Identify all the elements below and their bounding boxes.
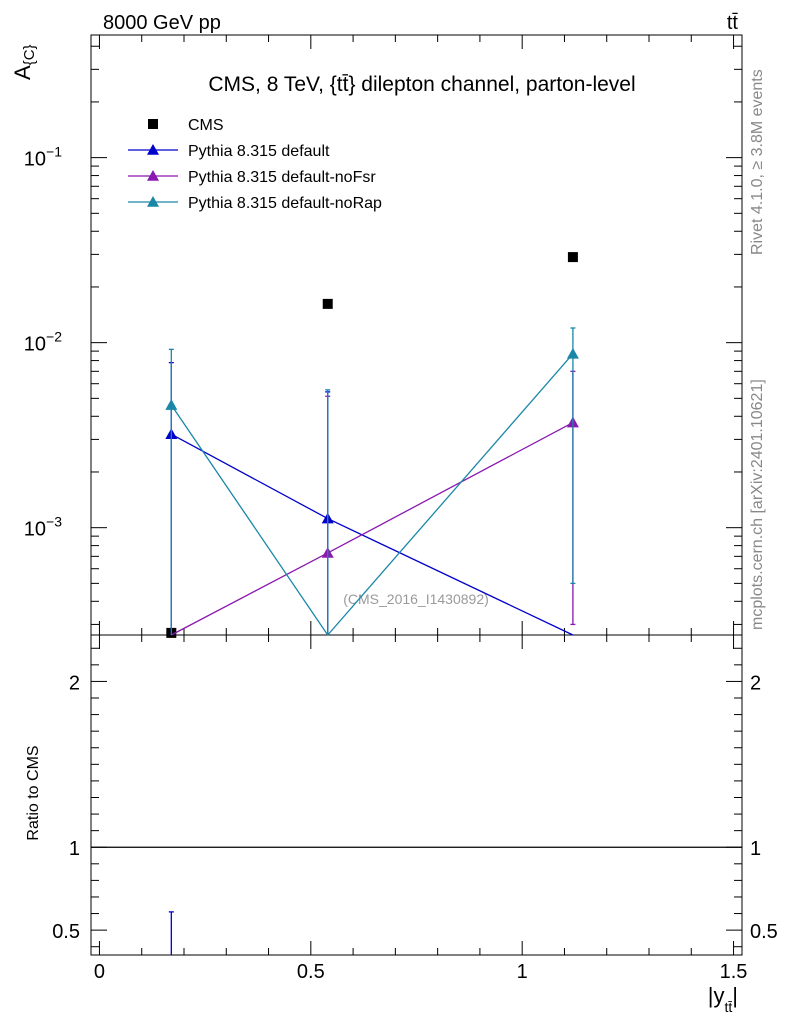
legend-label: CMS (188, 117, 224, 134)
analysis-watermark: (CMS_2016_I1430892) (343, 591, 489, 607)
ratio-y-tick-label: 1 (69, 838, 80, 860)
svg-text:A{C}: A{C} (10, 44, 38, 80)
ratio-y-axis-label: Ratio to CMS (25, 745, 42, 840)
header-process-label: tt̄ (727, 12, 739, 34)
legend-label: Pythia 8.315 default (188, 143, 330, 160)
legend: CMS Pythia 8.315 default Pythia 8.315 defa… (128, 117, 382, 212)
x-axis-label-sub: tt̄ (725, 999, 733, 1015)
series-layer (165, 252, 579, 638)
tick-labels: 0 0.5 1 1.5 10−1 10−2 10−3 0.5 0.5 1 1 2 2 (24, 144, 778, 983)
axis-ticks (91, 35, 742, 955)
legend-marker-cms (148, 119, 158, 129)
chart-title: CMS, 8 TeV, {tt̄} dilepton channel, part… (208, 73, 635, 96)
legend-label: Pythia 8.315 default-noFsr (188, 169, 376, 186)
y-tick-label: 10−2 (24, 329, 62, 356)
x-axis-label: |ytt̄| (708, 983, 738, 1015)
x-tick-label: 1.5 (720, 961, 748, 983)
y-axis-label-sub: {C} (21, 44, 38, 65)
legend-label: Pythia 8.315 default-noRap (188, 195, 382, 212)
ratio-y-tick-label: 2 (69, 672, 80, 694)
series-cms (166, 252, 578, 638)
x-tick-label: 0 (94, 961, 105, 983)
ratio-y-tick-label-right: 2 (750, 672, 761, 694)
mcplots-label: mcplots.cern.ch [arXiv:2401.10621] (749, 379, 766, 630)
data-point (566, 347, 579, 359)
y-axis-label-main: A (10, 65, 35, 80)
legend-marker (147, 170, 159, 181)
y-tick-label: 10−1 (24, 144, 62, 171)
y-tick-label: 10−3 (24, 514, 62, 541)
x-tick-label: 0.5 (297, 961, 325, 983)
legend-marker (147, 196, 159, 207)
x-axis-label-main: |y (708, 983, 725, 1008)
legend-marker (147, 144, 159, 155)
header-energy-label: 8000 GeV pp (103, 12, 221, 34)
series-pythia-8-315-default-norap (165, 327, 579, 637)
ratio-plot-frame (90, 634, 743, 956)
cms-data-point (567, 252, 578, 263)
ratio-y-tick-label-right: 0.5 (750, 921, 778, 943)
cms-data-point (322, 298, 333, 309)
rivet-version-label: Rivet 4.1.0, ≥ 3.8M events (749, 69, 766, 255)
ratio-layer (91, 846, 742, 955)
y-axis-label: A{C} (10, 44, 38, 80)
ratio-y-tick-label: 0.5 (52, 921, 80, 943)
x-axis-label-close: | (732, 983, 738, 1008)
data-point (165, 399, 178, 410)
ratio-y-tick-label-right: 1 (750, 838, 761, 860)
x-tick-label: 1 (517, 961, 528, 983)
